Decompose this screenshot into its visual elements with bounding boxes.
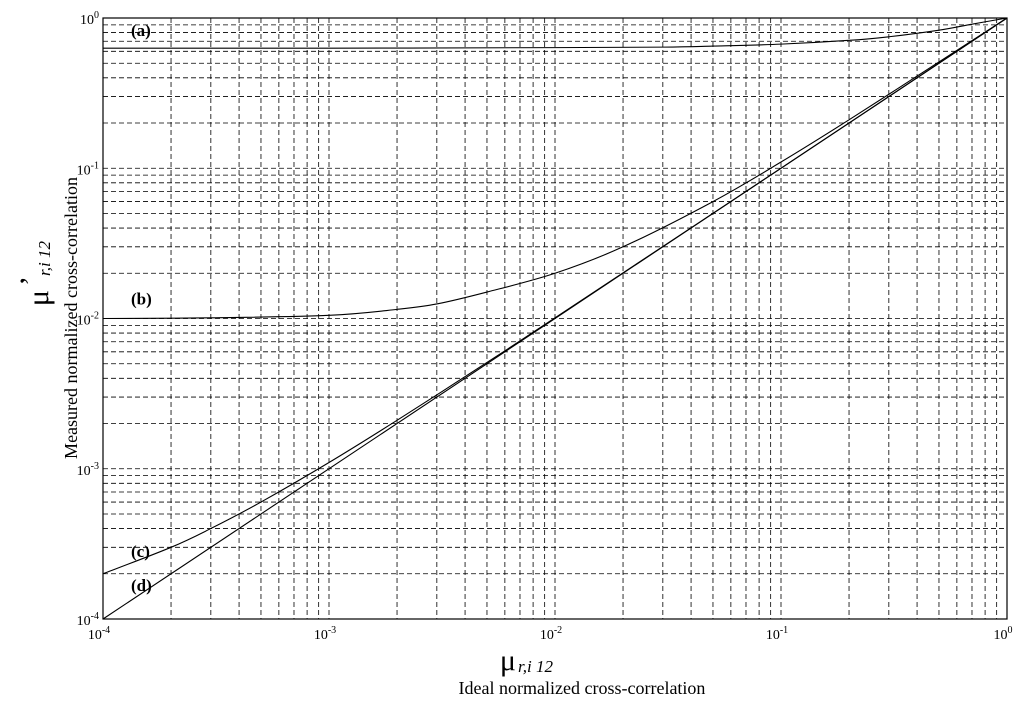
curve-labels: (a) (b) (c) (d) [131,21,152,595]
x-tick-label: 10-2 [540,625,562,643]
x-tick-label: 10-4 [88,625,110,643]
x-axis-subscript: r,i 12 [518,657,553,676]
x-tick-label: 10-3 [314,625,336,643]
tick-labels: 10-4 10-3 10-2 10-1 100 10-4 10-3 10-2 10-1 100 [77,10,1013,643]
curve-label: (c) [131,542,150,561]
curve-label: (b) [131,290,152,309]
y-axis-symbol: μ [22,290,55,306]
x-tick-label: 100 [994,625,1013,643]
y-tick-label: 10-4 [77,611,99,629]
curve-label: (a) [131,21,151,40]
series-line [102,17,1008,49]
y-axis-symbol-group: μ ’ r,i 12 [14,241,55,307]
x-axis-label: Ideal normalized cross-correlation [459,678,706,698]
y-axis-prime: ’ [14,276,47,286]
y-tick-label: 10-1 [77,160,99,178]
grid [103,18,1007,619]
x-tick-label: 10-1 [766,625,788,643]
y-axis-label: Measured normalized cross-correlation [61,177,81,459]
y-axis-subscript: r,i 12 [35,241,54,276]
y-tick-label: 10-2 [77,311,99,329]
series-layer [102,17,1008,620]
y-tick-label: 100 [80,10,99,28]
y-tick-label: 10-3 [77,461,99,479]
series-line [102,17,1008,320]
x-axis-symbol: μ [500,644,516,677]
plot-frame [102,17,1008,620]
curve-label: (d) [131,576,152,595]
series-line [102,17,1008,620]
